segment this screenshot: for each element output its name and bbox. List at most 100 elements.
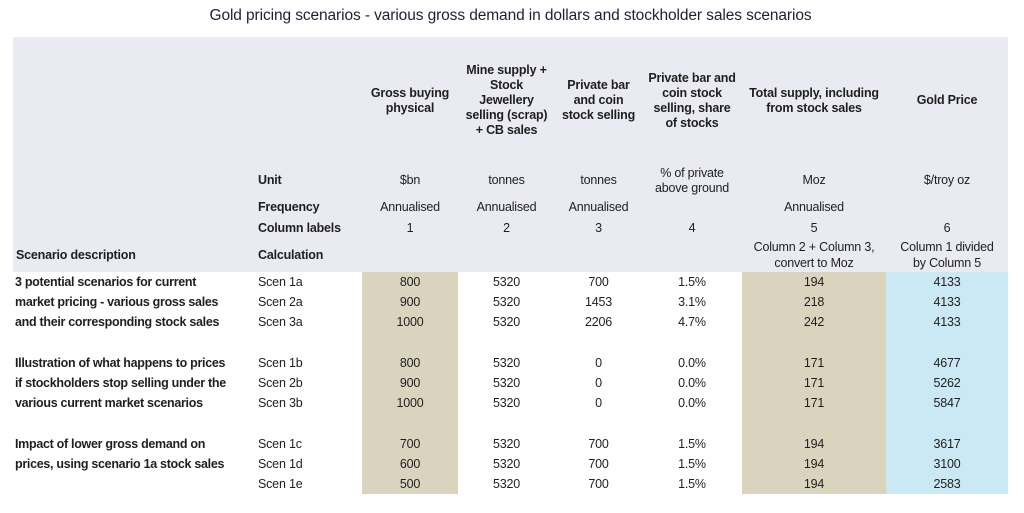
unit-total-supply: Moz: [802, 173, 826, 187]
unit-gold-price: $/troy oz: [923, 173, 971, 187]
row-description: market pricing - various gross sales: [15, 295, 219, 310]
cell-total-supply: 194: [742, 433, 886, 454]
column-label-1: 1: [406, 220, 414, 235]
col-header-gross-buying-physical: Gross buying physical: [370, 85, 450, 115]
row-description: 3 potential scenarios for current: [15, 275, 197, 289]
cell-private-bar-coin-selling: 700: [588, 275, 609, 289]
cell-gross-buying: 1000: [362, 393, 458, 414]
frequency-private-bar-coin-selling: Annualised: [568, 200, 629, 214]
cell-private-bar-coin-selling: 700: [588, 476, 609, 491]
cell-mine-supply: 5320: [492, 396, 520, 411]
table-row: and their corresponding stock sales Scen…: [13, 312, 1008, 333]
row-scenario-label: Scen 3b: [258, 396, 303, 411]
cell-gross-buying: 800: [362, 352, 458, 373]
cell-share-of-stocks: 0.0%: [678, 396, 706, 411]
cell-mine-supply: 5320: [492, 275, 520, 289]
col-header-total-supply: Total supply, including from stock sales: [749, 85, 879, 115]
cell-total-supply: [742, 413, 886, 434]
unit-row-label: Unit: [258, 173, 282, 187]
cell-gold-price: 4133: [886, 312, 1008, 333]
cell-gross-buying: [362, 413, 458, 434]
cell-total-supply: 194: [742, 272, 886, 293]
cell-mine-supply: [458, 333, 555, 353]
row-description: Impact of lower gross demand on: [15, 436, 206, 451]
scenario-table: Gross buying physical Mine supply + Stoc…: [13, 37, 1008, 495]
cell-gross-buying: 1000: [362, 312, 458, 333]
cell-gold-price: [886, 332, 1008, 353]
col-header-gold-price: Gold Price: [916, 93, 978, 107]
table-row: if stockholders stop selling under the S…: [13, 372, 1008, 394]
table-row: prices, using scenario 1a stock sales Sc…: [13, 453, 1008, 474]
frequency-gold-price: [886, 197, 1008, 218]
cell-share-of-stocks: 1.5%: [678, 476, 706, 491]
table-row: Illustration of what happens to prices S…: [13, 352, 1008, 373]
cell-gross-buying: [362, 332, 458, 353]
frequency-mine-supply: Annualised: [476, 200, 537, 214]
page-title: Gold pricing scenarios - various gross d…: [209, 7, 812, 24]
cell-private-bar-coin-selling: [555, 413, 642, 433]
cell-mine-supply: 5320: [492, 436, 520, 451]
row-scenario-label: Scen 1c: [258, 436, 302, 451]
cell-mine-supply: 5320: [492, 375, 520, 390]
cell-gross-buying: 700: [362, 433, 458, 454]
column-label-4: 4: [688, 220, 696, 235]
table-row: [13, 413, 1008, 434]
row-scenario-label: Scen 1e: [258, 476, 303, 491]
calculation-total-supply: Column 2 + Column 3, convert to Moz: [753, 240, 875, 270]
column-labels-row-label: Column labels: [258, 220, 341, 235]
table-row: [13, 332, 1008, 353]
cell-gold-price: 4133: [886, 292, 1008, 313]
table-row: Scen 1e 500 5320 700 1.5% 194 2583: [13, 473, 1008, 495]
cell-share-of-stocks: 1.5%: [678, 275, 706, 289]
cell-share-of-stocks: [642, 333, 742, 353]
cell-gold-price: 2583: [886, 473, 1008, 495]
col-header-mine-supply: Mine supply + Stock Jewellery selling (s…: [465, 63, 548, 137]
column-label-5: 5: [810, 220, 818, 235]
row-description: prices, using scenario 1a stock sales: [15, 456, 225, 471]
cell-private-bar-coin-selling: 0: [595, 396, 602, 411]
cell-mine-supply: 5320: [492, 456, 520, 471]
cell-gold-price: [886, 413, 1008, 434]
frequency-share-of-stocks: [642, 197, 742, 218]
row-scenario-label: [255, 413, 362, 433]
cell-share-of-stocks: 3.1%: [678, 295, 706, 310]
cell-mine-supply: 5320: [492, 315, 520, 330]
row-scenario-label: [255, 333, 362, 353]
row-description: various current market scenarios: [15, 396, 203, 411]
column-label-3: 3: [595, 220, 602, 235]
cell-mine-supply: 5320: [492, 295, 520, 310]
cell-gross-buying: 900: [362, 372, 458, 394]
cell-gold-price: 4677: [886, 352, 1008, 373]
table-row: various current market scenarios Scen 3b…: [13, 393, 1008, 414]
cell-total-supply: 218: [742, 292, 886, 313]
row-scenario-label: Scen 2a: [258, 295, 303, 310]
scenario-description-label: Scenario description: [16, 247, 136, 262]
cell-gross-buying: 900: [362, 292, 458, 313]
row-scenario-label: Scen 1a: [258, 275, 303, 289]
cell-share-of-stocks: [642, 413, 742, 433]
row-description: if stockholders stop selling under the: [15, 375, 226, 390]
cell-total-supply: 171: [742, 372, 886, 394]
cell-gold-price: 5847: [886, 393, 1008, 414]
unit-mine-supply: tonnes: [488, 173, 525, 187]
cell-private-bar-coin-selling: 0: [595, 375, 602, 390]
row-description: [13, 413, 255, 433]
cell-mine-supply: [458, 413, 555, 433]
cell-gold-price: 4133: [886, 272, 1008, 293]
row-scenario-label: Scen 1b: [258, 355, 303, 370]
cell-private-bar-coin-selling: 700: [588, 436, 609, 451]
table-row: market pricing - various gross sales Sce…: [13, 292, 1008, 313]
cell-share-of-stocks: 1.5%: [678, 456, 706, 471]
cell-gold-price: 3100: [886, 453, 1008, 474]
cell-mine-supply: 5320: [492, 355, 520, 370]
column-label-2: 2: [503, 220, 510, 235]
cell-total-supply: 194: [742, 453, 886, 474]
cell-gross-buying: 500: [362, 473, 458, 495]
row-description: and their corresponding stock sales: [15, 315, 220, 330]
row-scenario-label: Scen 2b: [258, 375, 303, 390]
row-description: [13, 333, 255, 353]
table-header: Gross buying physical Mine supply + Stoc…: [13, 37, 1008, 272]
col-header-share-of-stocks: Private bar and coin stock selling, shar…: [648, 70, 736, 130]
calculation-gold-price: Column 1 divided by Column 5: [900, 240, 994, 270]
